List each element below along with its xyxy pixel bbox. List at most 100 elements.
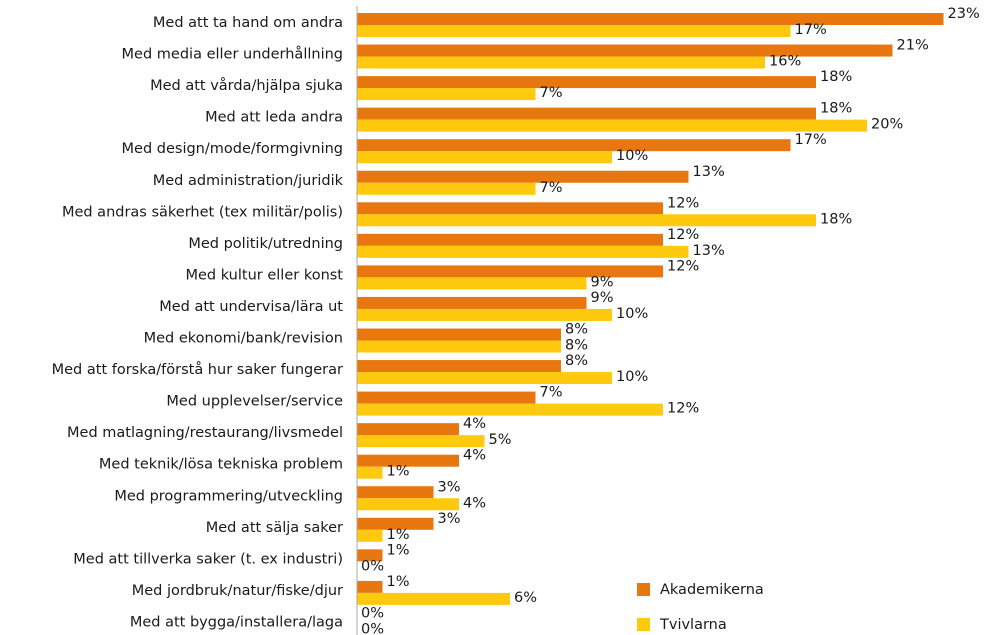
legend-swatch [637, 618, 650, 631]
bar [357, 580, 383, 593]
value-label: 4% [463, 495, 486, 511]
category-label: Med att ta hand om andra [153, 15, 343, 31]
category-label: Med teknik/lösa tekniska problem [99, 457, 343, 473]
value-label: 3% [438, 479, 461, 495]
value-label: 8% [565, 322, 588, 338]
value-label: 17% [795, 22, 827, 38]
bar [357, 403, 663, 416]
category-label: Med att tillverka saker (t. ex industri) [73, 551, 343, 567]
value-label: 12% [667, 195, 699, 211]
value-label: 0% [361, 621, 384, 635]
value-label: 0% [361, 605, 384, 621]
bar [357, 360, 561, 373]
legend-swatch [637, 583, 650, 596]
category-label: Med att leda andra [205, 110, 343, 126]
category-label: Med administration/juridik [153, 173, 344, 189]
bar [357, 119, 867, 132]
bar [357, 277, 587, 290]
value-label: 8% [565, 338, 588, 354]
value-label: 17% [795, 132, 827, 148]
bar [357, 182, 536, 195]
category-label: Med att sälja saker [206, 520, 343, 536]
legend-label: Akademikerna [660, 582, 764, 598]
value-label: 21% [897, 38, 929, 54]
bar [357, 139, 791, 152]
bar [357, 296, 587, 309]
value-label: 5% [489, 432, 512, 448]
value-label: 9% [591, 290, 614, 306]
category-label: Med politik/utredning [188, 236, 343, 252]
category-label: Med att vårda/hjälpa sjuka [150, 77, 343, 94]
bar [357, 391, 536, 404]
value-label: 13% [693, 243, 725, 259]
bar [357, 56, 765, 69]
bar [357, 435, 485, 448]
value-label: 3% [438, 511, 461, 527]
bar [357, 592, 510, 605]
category-label: Med media eller underhållning [122, 46, 343, 63]
value-label: 20% [871, 117, 903, 133]
value-label: 12% [667, 227, 699, 243]
value-label: 10% [616, 148, 648, 164]
bar [357, 25, 791, 37]
value-label: 16% [769, 54, 801, 70]
value-label: 18% [820, 101, 852, 117]
category-label: Med att bygga/installera/laga [130, 614, 343, 630]
bar [357, 44, 893, 57]
bar [357, 454, 459, 467]
bar [357, 13, 944, 25]
bar [357, 233, 663, 246]
category-label: Med att forska/förstå hur saker fungerar [52, 361, 343, 378]
bar [357, 328, 561, 341]
category-label: Med programmering/utveckling [114, 488, 343, 504]
value-label: 4% [463, 416, 486, 432]
value-label: 9% [591, 274, 614, 290]
bar [357, 486, 434, 499]
bar [357, 107, 816, 120]
value-label: 6% [514, 590, 537, 606]
bar [357, 466, 383, 479]
category-label: Med matlagning/restaurang/livsmedel [67, 425, 343, 441]
category-label: Med upplevelser/service [166, 394, 343, 410]
bar [357, 423, 459, 436]
value-label: 18% [820, 69, 852, 85]
bar [357, 214, 816, 227]
category-label: Med design/mode/formgivning [122, 141, 343, 157]
legend-label: Tvivlarna [659, 617, 727, 633]
value-label: 7% [540, 85, 563, 101]
category-label: Med andras säkerhet (tex militär/polis) [62, 204, 343, 220]
value-label: 10% [616, 306, 648, 322]
value-label: 8% [565, 353, 588, 369]
bar [357, 88, 536, 101]
value-label: 7% [540, 180, 563, 196]
bar [357, 245, 689, 258]
value-label: 18% [820, 211, 852, 227]
value-label: 1% [387, 542, 410, 558]
bar [357, 308, 612, 321]
category-label: Med jordbruk/natur/fiske/djur [132, 583, 343, 599]
value-label: 4% [463, 448, 486, 464]
bar [357, 529, 383, 542]
value-label: 10% [616, 369, 648, 385]
bar [357, 170, 689, 183]
bar [357, 265, 663, 278]
bar [357, 76, 816, 89]
value-label: 1% [387, 464, 410, 480]
bar [357, 340, 561, 353]
value-label: 1% [387, 527, 410, 543]
value-label: 23% [948, 6, 980, 22]
value-label: 13% [693, 164, 725, 180]
category-label: Med att undervisa/lära ut [159, 299, 343, 315]
bar [357, 549, 383, 562]
value-label: 7% [540, 385, 563, 401]
bar [357, 151, 612, 164]
value-label: 12% [667, 258, 699, 274]
value-label: 1% [387, 574, 410, 590]
bar [357, 372, 612, 385]
bar [357, 498, 459, 511]
bar [357, 202, 663, 215]
value-label: 0% [361, 558, 384, 574]
category-label: Med kultur eller konst [185, 267, 343, 283]
